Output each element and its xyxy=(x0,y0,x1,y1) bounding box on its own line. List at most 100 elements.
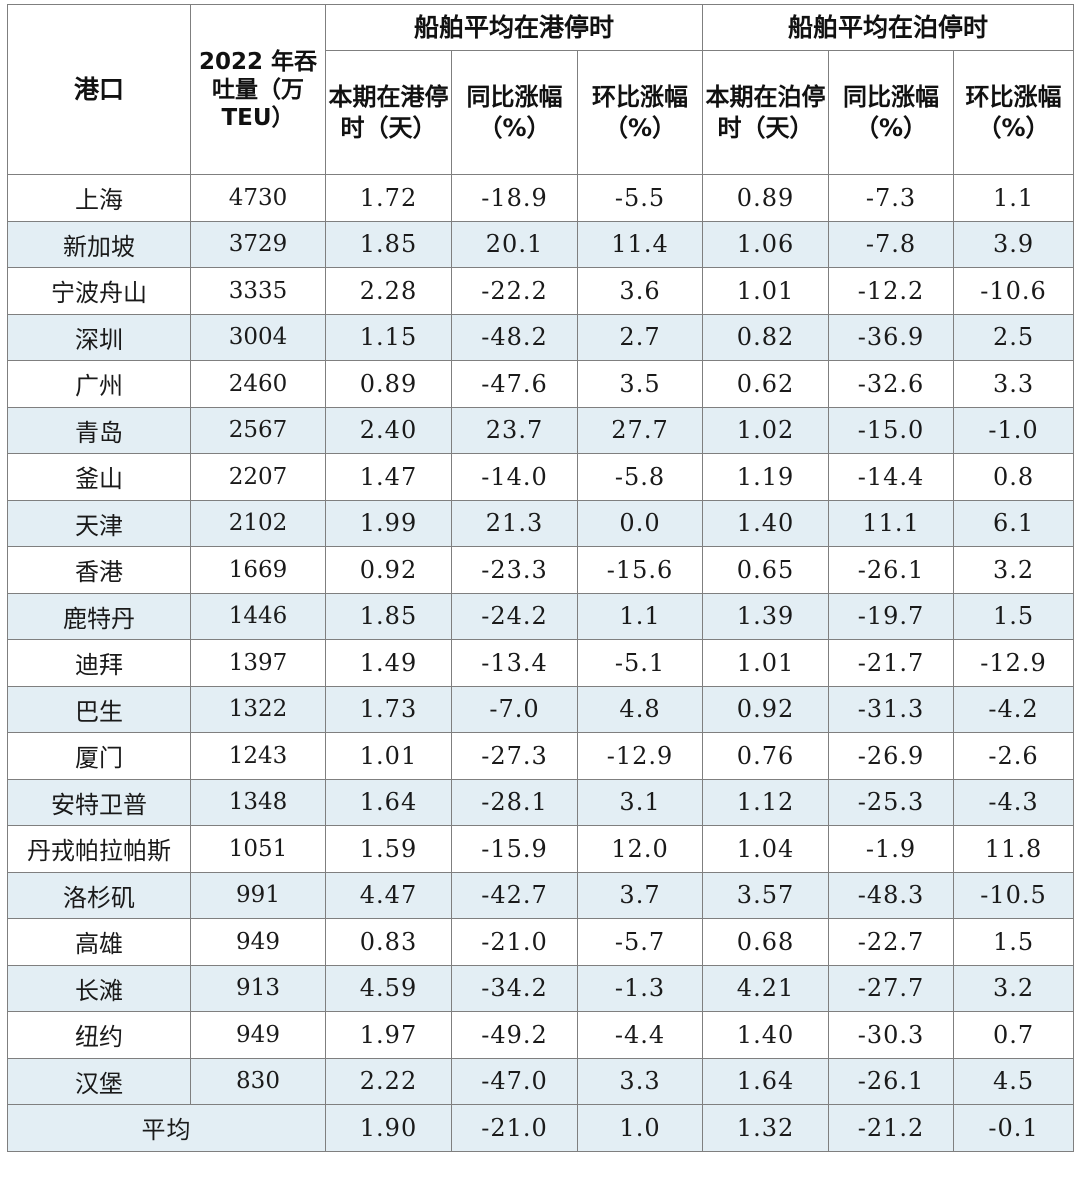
cell-berth-yoy: -32.6 xyxy=(828,360,955,408)
cell-berth-time: 1.01 xyxy=(702,267,830,315)
header-throughput: 2022 年吞吐量（万TEU） xyxy=(190,4,326,175)
table-row: 香港 1669 0.92 -23.3 -15.6 0.65 -26.1 3.2 xyxy=(7,546,1075,594)
table-row: 迪拜 1397 1.49 -13.4 -5.1 1.01 -21.7 -12.9 xyxy=(7,639,1075,687)
cell-berth-yoy: -31.3 xyxy=(828,685,955,733)
cell-port-yoy: -42.7 xyxy=(451,871,578,919)
port-dwell-table: 港口 2022 年吞吐量（万TEU） 船舶平均在港停时 船舶平均在泊停时 本期在… xyxy=(7,4,1075,1152)
cell-berth-yoy: -27.7 xyxy=(828,964,955,1012)
cell-berth-yoy: -12.2 xyxy=(828,267,955,315)
table-row: 安特卫普 1348 1.64 -28.1 3.1 1.12 -25.3 -4.3 xyxy=(7,778,1075,826)
cell-port-yoy: -28.1 xyxy=(451,778,578,826)
average-berth-mom: -0.1 xyxy=(953,1104,1075,1152)
header-port: 港口 xyxy=(7,4,191,175)
table-row: 高雄 949 0.83 -21.0 -5.7 0.68 -22.7 1.5 xyxy=(7,918,1075,966)
cell-port-name: 汉堡 xyxy=(7,1057,191,1105)
cell-throughput: 2460 xyxy=(190,360,326,408)
cell-berth-mom: 1.1 xyxy=(953,174,1075,222)
cell-berth-yoy: -19.7 xyxy=(828,592,955,640)
cell-port-mom: 3.1 xyxy=(576,778,704,826)
cell-port-yoy: -47.0 xyxy=(451,1057,578,1105)
cell-port-time: 1.01 xyxy=(325,732,452,780)
cell-port-time: 4.47 xyxy=(325,871,452,919)
cell-throughput: 913 xyxy=(190,964,326,1012)
cell-port-time: 1.15 xyxy=(325,313,452,361)
cell-port-mom: -5.1 xyxy=(576,639,704,687)
cell-berth-time: 1.02 xyxy=(702,406,830,454)
cell-port-mom: -5.5 xyxy=(576,174,704,222)
cell-throughput: 2567 xyxy=(190,406,326,454)
cell-port-mom: -5.8 xyxy=(576,453,704,501)
table-row: 广州 2460 0.89 -47.6 3.5 0.62 -32.6 3.3 xyxy=(7,360,1075,408)
cell-berth-mom: 4.5 xyxy=(953,1057,1075,1105)
cell-port-mom: -12.9 xyxy=(576,732,704,780)
cell-berth-time: 0.82 xyxy=(702,313,830,361)
cell-port-name: 洛杉矶 xyxy=(7,871,191,919)
average-row: 平均 1.90 -21.0 1.0 1.32 -21.2 -0.1 xyxy=(7,1104,1075,1152)
cell-port-mom: 4.8 xyxy=(576,685,704,733)
average-berth-time: 1.32 xyxy=(702,1104,830,1152)
cell-port-yoy: -34.2 xyxy=(451,964,578,1012)
cell-port-mom: 0.0 xyxy=(576,499,704,547)
cell-berth-time: 0.76 xyxy=(702,732,830,780)
cell-port-mom: 11.4 xyxy=(576,220,704,268)
cell-berth-yoy: -21.7 xyxy=(828,639,955,687)
cell-port-yoy: -49.2 xyxy=(451,1011,578,1059)
cell-berth-time: 1.40 xyxy=(702,499,830,547)
table-row: 汉堡 830 2.22 -47.0 3.3 1.64 -26.1 4.5 xyxy=(7,1057,1075,1105)
cell-port-yoy: -22.2 xyxy=(451,267,578,315)
cell-throughput: 991 xyxy=(190,871,326,919)
cell-port-time: 2.28 xyxy=(325,267,452,315)
cell-port-name: 高雄 xyxy=(7,918,191,966)
cell-port-time: 1.73 xyxy=(325,685,452,733)
cell-throughput: 1446 xyxy=(190,592,326,640)
cell-port-name: 纽约 xyxy=(7,1011,191,1059)
cell-throughput: 1051 xyxy=(190,825,326,873)
cell-berth-time: 0.62 xyxy=(702,360,830,408)
table-row: 巴生 1322 1.73 -7.0 4.8 0.92 -31.3 -4.2 xyxy=(7,685,1075,733)
cell-port-name: 天津 xyxy=(7,499,191,547)
cell-berth-time: 1.12 xyxy=(702,778,830,826)
table-row: 上海 4730 1.72 -18.9 -5.5 0.89 -7.3 1.1 xyxy=(7,174,1075,222)
cell-berth-time: 1.39 xyxy=(702,592,830,640)
cell-berth-mom: -4.2 xyxy=(953,685,1075,733)
cell-port-mom: 3.5 xyxy=(576,360,704,408)
cell-port-name: 新加坡 xyxy=(7,220,191,268)
cell-port-name: 广州 xyxy=(7,360,191,408)
cell-berth-time: 1.01 xyxy=(702,639,830,687)
table-row: 深圳 3004 1.15 -48.2 2.7 0.82 -36.9 2.5 xyxy=(7,313,1075,361)
cell-port-yoy: 23.7 xyxy=(451,406,578,454)
cell-berth-time: 0.92 xyxy=(702,685,830,733)
cell-berth-yoy: -26.9 xyxy=(828,732,955,780)
cell-berth-mom: -10.5 xyxy=(953,871,1075,919)
table-row: 长滩 913 4.59 -34.2 -1.3 4.21 -27.7 3.2 xyxy=(7,964,1075,1012)
cell-port-yoy: -15.9 xyxy=(451,825,578,873)
table-footer: 平均 1.90 -21.0 1.0 1.32 -21.2 -0.1 xyxy=(7,1104,1075,1152)
cell-port-name: 鹿特丹 xyxy=(7,592,191,640)
cell-berth-time: 4.21 xyxy=(702,964,830,1012)
port-dwell-table-wrapper: 港口 2022 年吞吐量（万TEU） 船舶平均在港停时 船舶平均在泊停时 本期在… xyxy=(7,4,1075,1152)
header-group-berth: 船舶平均在泊停时 xyxy=(702,4,1075,51)
cell-berth-yoy: -7.8 xyxy=(828,220,955,268)
cell-berth-mom: 0.7 xyxy=(953,1011,1075,1059)
cell-port-yoy: 20.1 xyxy=(451,220,578,268)
average-label: 平均 xyxy=(7,1104,326,1152)
cell-throughput: 2102 xyxy=(190,499,326,547)
cell-berth-time: 0.65 xyxy=(702,546,830,594)
cell-throughput: 3335 xyxy=(190,267,326,315)
header-port-time: 本期在港停时（天） xyxy=(325,50,452,175)
cell-port-yoy: -18.9 xyxy=(451,174,578,222)
cell-berth-mom: 3.9 xyxy=(953,220,1075,268)
cell-throughput: 1397 xyxy=(190,639,326,687)
header-port-mom: 环比涨幅（%） xyxy=(576,50,704,175)
cell-port-time: 1.64 xyxy=(325,778,452,826)
header-berth-mom: 环比涨幅（%） xyxy=(953,50,1075,175)
cell-port-yoy: -21.0 xyxy=(451,918,578,966)
cell-throughput: 1243 xyxy=(190,732,326,780)
cell-berth-yoy: -48.3 xyxy=(828,871,955,919)
cell-port-name: 巴生 xyxy=(7,685,191,733)
cell-port-time: 1.49 xyxy=(325,639,452,687)
cell-port-yoy: 21.3 xyxy=(451,499,578,547)
cell-throughput: 1669 xyxy=(190,546,326,594)
cell-port-time: 0.92 xyxy=(325,546,452,594)
cell-port-yoy: -47.6 xyxy=(451,360,578,408)
